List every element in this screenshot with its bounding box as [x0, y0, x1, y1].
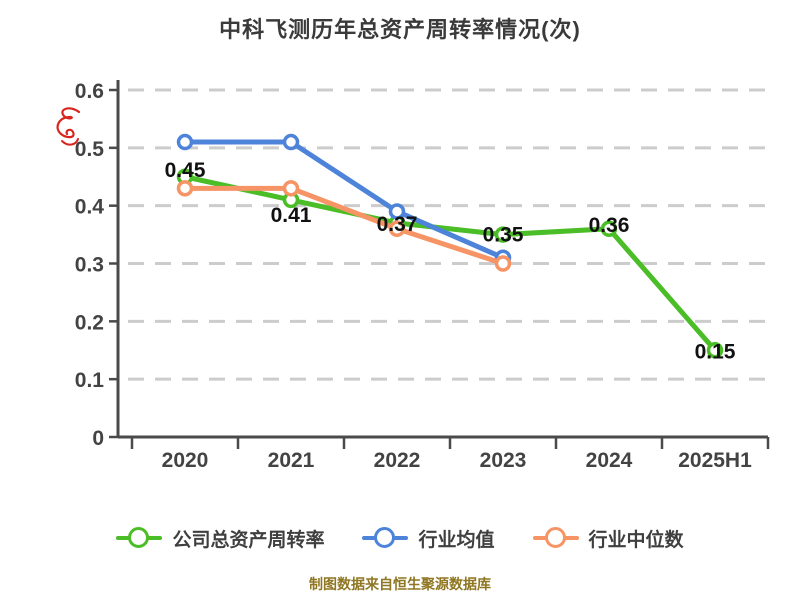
- y-axis-tick-label: 0.6: [75, 80, 104, 103]
- data-point-label: 0.36: [589, 214, 630, 237]
- legend-marker-green-line-dot-icon: [116, 527, 163, 549]
- x-axis-category-label: 2024: [586, 449, 633, 472]
- legend-item-industry-median[interactable]: 行业中位数: [532, 525, 684, 552]
- data-point-marker: [176, 133, 194, 151]
- data-point-label: 0.37: [377, 213, 418, 236]
- x-axis-category-label: 2022: [374, 449, 421, 472]
- data-point-label: 0.35: [483, 224, 524, 247]
- legend-marker-blue-line-dot-icon: [362, 527, 409, 549]
- data-point-marker: [600, 220, 618, 238]
- data-point-marker: [282, 180, 300, 197]
- y-axis-tick-label: 0.4: [75, 196, 105, 219]
- legend-item-industry-average[interactable]: 行业均值: [362, 525, 495, 552]
- x-axis-category-label: 2023: [480, 449, 527, 472]
- series-line-1: [182, 139, 506, 261]
- data-source-note: 制图数据来自恒生聚源数据库: [309, 576, 491, 592]
- y-axis-tick-label: 0.1: [75, 369, 105, 392]
- chart-title: 中科飞测历年总资产周转率情况(次): [219, 17, 581, 42]
- data-point-marker: [494, 255, 512, 272]
- data-point-marker: [706, 342, 724, 359]
- legend-label: 行业中位数: [588, 529, 684, 551]
- series-line-2: [182, 185, 506, 266]
- data-point-marker: [388, 220, 406, 238]
- legend-label: 公司总资产周转率: [172, 529, 325, 551]
- data-point-marker: [282, 133, 300, 151]
- data-point-marker: [176, 180, 194, 197]
- data-point-label: 0.45: [165, 159, 206, 182]
- y-axis-tick-label: 0.3: [75, 254, 104, 277]
- legend-label: 行业均值: [418, 529, 495, 551]
- chart-legend: 公司总资产周转率 行业均值 行业中位数: [0, 520, 800, 556]
- data-point-marker: [388, 203, 406, 220]
- data-point-label: 0.41: [271, 204, 312, 227]
- series-line-0: [182, 174, 718, 353]
- x-axis-category-label: 2021: [268, 449, 315, 472]
- red-scribble-mark: [56, 107, 81, 146]
- y-axis-tick-label: 0: [92, 427, 104, 450]
- data-point-label: 0.15: [695, 340, 736, 363]
- x-axis-category-label: 2025H1: [678, 449, 752, 472]
- y-axis-tick-label: 0.5: [75, 138, 105, 161]
- legend-item-company-turnover[interactable]: 公司总资产周转率: [116, 525, 324, 552]
- y-axis-tick-label: 0.2: [75, 311, 104, 334]
- x-axis-category-label: 2020: [162, 449, 209, 472]
- legend-marker-orange-line-dot-icon: [532, 527, 579, 549]
- data-point-marker: [494, 226, 512, 243]
